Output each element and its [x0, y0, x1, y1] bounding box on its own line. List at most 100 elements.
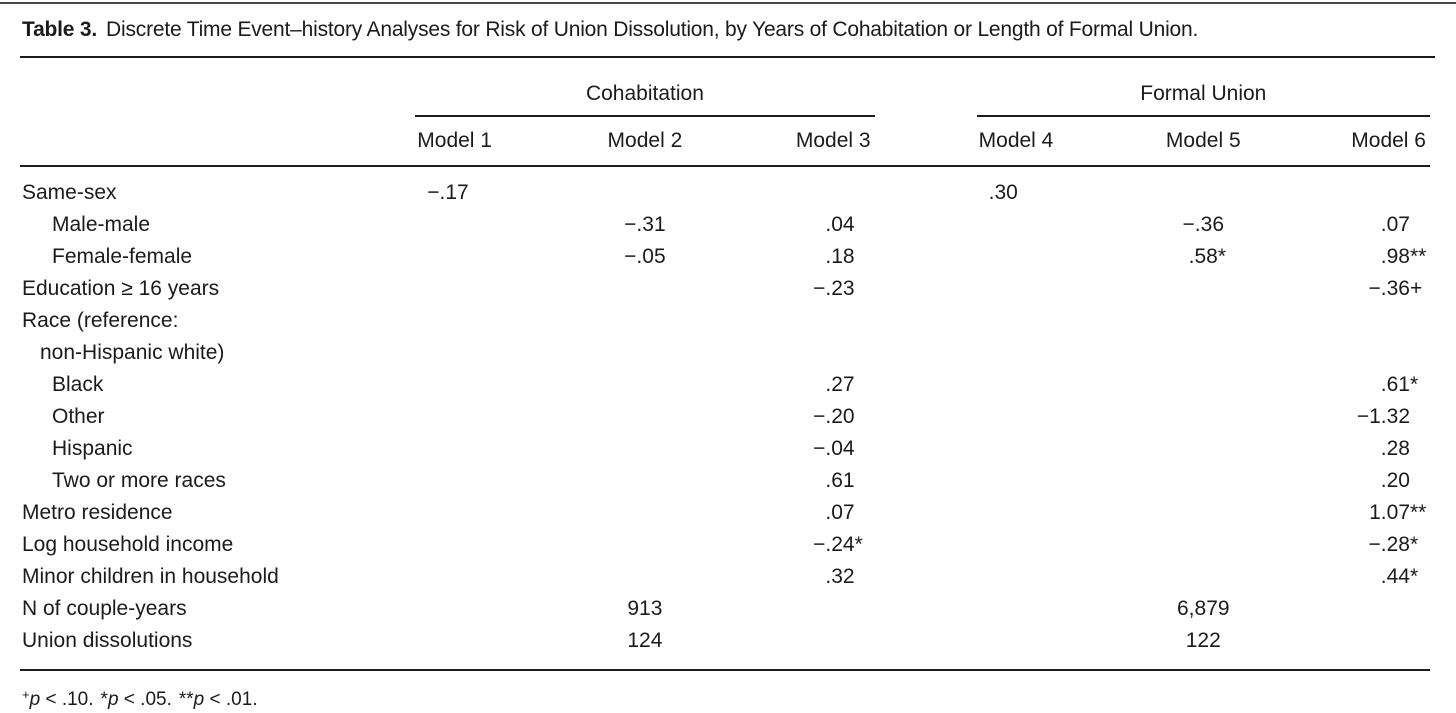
value-cell — [721, 593, 874, 625]
value-cell: .18 — [825, 245, 855, 268]
table-number: Table 3. — [22, 18, 98, 41]
value-cell — [977, 241, 1128, 273]
significance-marker: ** — [178, 689, 194, 710]
value-cell: .32 — [825, 565, 855, 588]
value-cell — [1128, 561, 1279, 593]
row-label: Two or more races — [52, 469, 226, 492]
gap-cell — [875, 166, 977, 209]
footnote: +p < .10. *p < .05. **p < .01. — [20, 687, 1435, 711]
table-caption: Discrete Time Event–history Analyses for… — [106, 18, 1199, 41]
model-header-row: Model 1 Model 2 Model 3 Model 4 Model 5 Model… — [20, 116, 1430, 167]
table-row: Hispanic −.04 .28 — [20, 433, 1430, 465]
gap-cell — [875, 529, 977, 561]
value-cell — [1279, 305, 1430, 337]
value-cell — [977, 305, 1128, 337]
value-cell — [977, 209, 1128, 241]
value-cell — [415, 305, 568, 337]
value-cell — [415, 337, 568, 369]
table-row: N of couple-years 913 6,879 — [20, 593, 1430, 625]
value-cell — [977, 465, 1128, 497]
value-cell — [568, 369, 721, 401]
row-label: Female-female — [52, 245, 193, 268]
value-cell — [568, 561, 721, 593]
table-row: Log household income −.24* −.28* — [20, 529, 1430, 561]
value-cell: −.36+ — [1368, 277, 1423, 300]
value-cell — [1279, 625, 1430, 670]
value-cell — [415, 529, 568, 561]
value-cell: 1.07** — [1369, 501, 1427, 524]
gap-cell — [875, 433, 977, 465]
value-cell: 6,879 — [1177, 597, 1230, 620]
value-cell — [568, 465, 721, 497]
value-cell — [415, 369, 568, 401]
value-cell — [415, 401, 568, 433]
value-cell — [415, 497, 568, 529]
table-row: Union dissolutions 124 122 — [20, 625, 1430, 670]
gap-cell — [875, 209, 977, 241]
value-cell — [721, 625, 874, 670]
value-cell — [415, 593, 568, 625]
value-cell — [977, 433, 1128, 465]
value-cell — [977, 401, 1128, 433]
group-header-row: Cohabitation Formal Union — [20, 58, 1430, 117]
value-cell: .61* — [1380, 373, 1419, 396]
gap-cell — [875, 465, 977, 497]
value-cell: .27 — [825, 373, 855, 396]
value-cell — [568, 433, 721, 465]
table-row: Metro residence .07 1.07** — [20, 497, 1430, 529]
value-cell — [1128, 369, 1279, 401]
top-rule — [0, 2, 1456, 4]
footnote-item: +p < .10. — [22, 687, 94, 710]
value-cell — [1128, 166, 1279, 209]
value-cell — [721, 166, 874, 209]
table-row: Same-sex −.17 .30 — [20, 166, 1430, 209]
value-cell: .98** — [1380, 245, 1427, 268]
table-row: Minor children in household .32 .44* — [20, 561, 1430, 593]
gap-cell — [875, 273, 977, 305]
value-cell — [1279, 166, 1430, 209]
gap-cell — [875, 593, 977, 625]
gap-cell — [875, 369, 977, 401]
row-label: Union dissolutions — [22, 629, 193, 652]
gap-cell — [874, 116, 977, 167]
row-label: Minor children in household — [22, 565, 279, 588]
value-cell — [415, 465, 568, 497]
footnote-item: *p < .05. — [100, 689, 172, 710]
value-cell: .58* — [1188, 245, 1227, 268]
value-cell: .28 — [1380, 437, 1410, 460]
row-label: Race (reference: — [22, 309, 179, 332]
table-row: Race (reference: — [20, 305, 1430, 337]
value-cell — [568, 305, 721, 337]
value-cell — [1128, 401, 1279, 433]
row-label: Log household income — [22, 533, 234, 556]
value-cell: .04 — [825, 213, 855, 236]
column-header-model-3: Model 3 — [721, 116, 875, 167]
value-cell — [977, 273, 1128, 305]
column-header-model-2: Model 2 — [568, 116, 722, 167]
results-table: Cohabitation Formal Union Model 1 Model 2… — [20, 58, 1430, 671]
group-header-formal-union: Formal Union — [976, 58, 1430, 117]
significance-marker: + — [22, 687, 30, 702]
value-cell: −1.32 — [1356, 405, 1410, 428]
value-cell — [977, 369, 1128, 401]
row-label: Hispanic — [52, 437, 133, 460]
value-cell — [415, 241, 568, 273]
gap-cell — [875, 337, 977, 369]
table-body: Same-sex −.17 .30 Male-male −.31 .04 −.36 .07 Fe… — [20, 166, 1430, 670]
column-header-model-4: Model 4 — [976, 116, 1128, 167]
row-label: Same-sex — [22, 181, 117, 204]
value-cell: −.17 — [427, 181, 469, 204]
table-row: Black .27 .61* — [20, 369, 1430, 401]
table-row: Other −.20 −1.32 — [20, 401, 1430, 433]
value-cell: −.24* — [813, 533, 863, 556]
table-row: Education ≥ 16 years −.23 −.36+ — [20, 273, 1430, 305]
value-cell — [1128, 529, 1279, 561]
gap-cell — [875, 497, 977, 529]
value-cell — [568, 529, 721, 561]
group-header-cohabitation: Cohabitation — [415, 58, 875, 117]
value-cell — [1279, 337, 1430, 369]
row-label: Education ≥ 16 years — [22, 277, 220, 300]
value-cell: .44* — [1380, 565, 1419, 588]
value-cell — [568, 166, 721, 209]
column-header-model-5: Model 5 — [1127, 116, 1279, 167]
